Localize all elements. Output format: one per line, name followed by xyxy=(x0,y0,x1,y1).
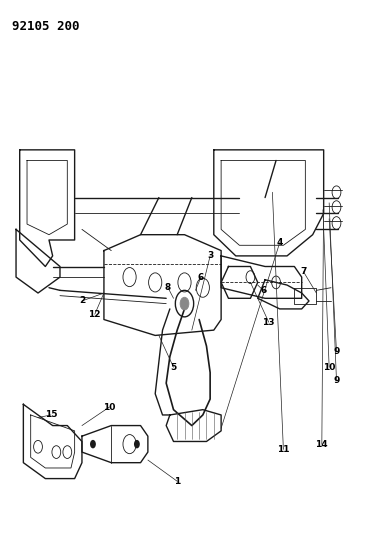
Text: 3: 3 xyxy=(207,252,213,261)
Text: 1: 1 xyxy=(174,477,180,486)
Text: 12: 12 xyxy=(89,310,101,319)
Circle shape xyxy=(134,440,140,448)
Circle shape xyxy=(90,440,96,448)
Text: 15: 15 xyxy=(45,410,57,419)
Text: 2: 2 xyxy=(79,296,85,305)
Text: 13: 13 xyxy=(262,318,275,327)
Text: 8: 8 xyxy=(165,283,171,292)
Text: 14: 14 xyxy=(315,440,328,449)
Text: 11: 11 xyxy=(277,445,290,454)
Text: 9: 9 xyxy=(333,347,340,356)
FancyBboxPatch shape xyxy=(13,389,152,495)
Text: 92105 200: 92105 200 xyxy=(13,20,80,33)
Circle shape xyxy=(180,297,189,310)
Text: 5: 5 xyxy=(170,363,177,372)
Text: 9: 9 xyxy=(333,376,340,385)
Text: 4: 4 xyxy=(276,238,283,247)
Text: 10: 10 xyxy=(323,363,335,372)
Text: 6: 6 xyxy=(198,272,204,281)
Text: 6: 6 xyxy=(260,286,266,295)
Text: 7: 7 xyxy=(300,268,307,276)
Text: 10: 10 xyxy=(103,402,115,411)
